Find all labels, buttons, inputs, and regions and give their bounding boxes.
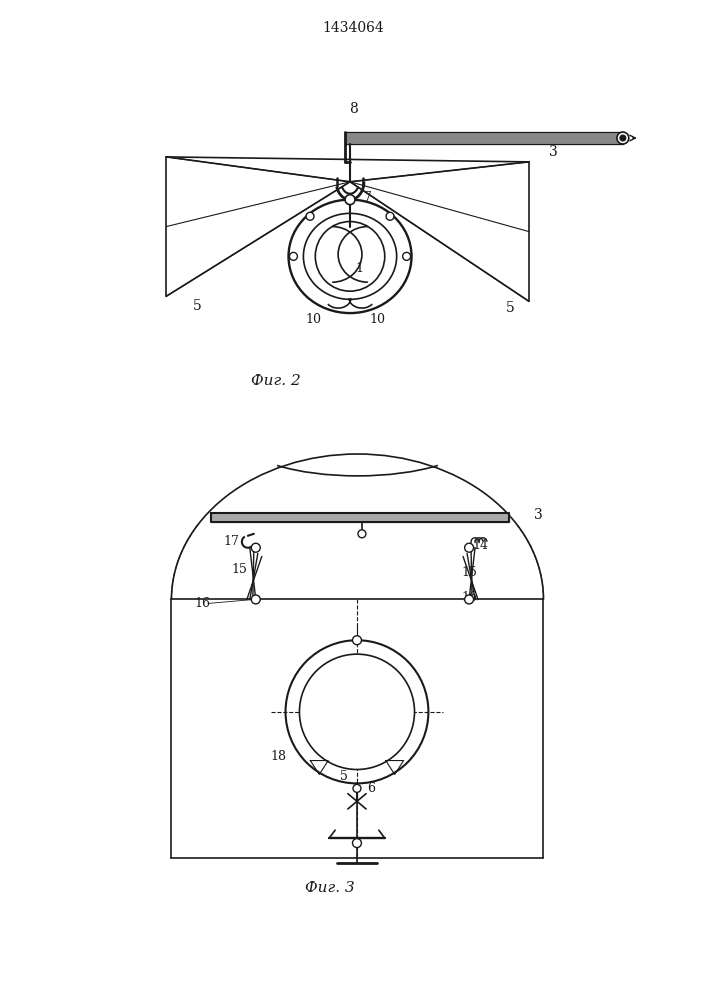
Circle shape [286, 640, 428, 783]
Circle shape [358, 530, 366, 538]
Text: 10: 10 [305, 313, 322, 326]
Circle shape [251, 543, 260, 552]
Text: 5: 5 [193, 299, 202, 313]
Text: 15: 15 [231, 563, 247, 576]
Circle shape [403, 252, 411, 260]
Text: 3: 3 [549, 145, 558, 159]
Text: 5: 5 [340, 770, 348, 783]
Text: 18: 18 [271, 750, 286, 763]
Circle shape [315, 222, 385, 291]
Text: 10: 10 [370, 313, 386, 326]
Circle shape [300, 654, 414, 769]
Circle shape [464, 543, 474, 552]
Circle shape [306, 212, 314, 220]
Text: 15: 15 [461, 566, 477, 579]
Polygon shape [211, 513, 509, 522]
Text: 16: 16 [194, 597, 210, 610]
Circle shape [345, 195, 355, 205]
Circle shape [251, 595, 260, 604]
Circle shape [353, 784, 361, 792]
Text: 6: 6 [367, 782, 375, 795]
Text: 7: 7 [364, 191, 372, 204]
Text: 14: 14 [472, 539, 488, 552]
Text: Фиг. 2: Фиг. 2 [251, 374, 300, 388]
Circle shape [620, 135, 626, 141]
Circle shape [353, 839, 361, 848]
Text: 17: 17 [223, 535, 239, 548]
Text: Фиг. 3: Фиг. 3 [305, 881, 355, 895]
Text: 1434064: 1434064 [322, 21, 384, 35]
Text: 3: 3 [534, 508, 542, 522]
Circle shape [464, 595, 474, 604]
Circle shape [289, 252, 298, 260]
Text: 1: 1 [355, 262, 363, 275]
Text: 8: 8 [349, 102, 357, 116]
Text: 5: 5 [506, 301, 515, 315]
Circle shape [386, 212, 394, 220]
Polygon shape [345, 132, 623, 144]
Text: 16: 16 [461, 591, 477, 604]
Circle shape [353, 636, 361, 645]
Circle shape [617, 132, 629, 144]
